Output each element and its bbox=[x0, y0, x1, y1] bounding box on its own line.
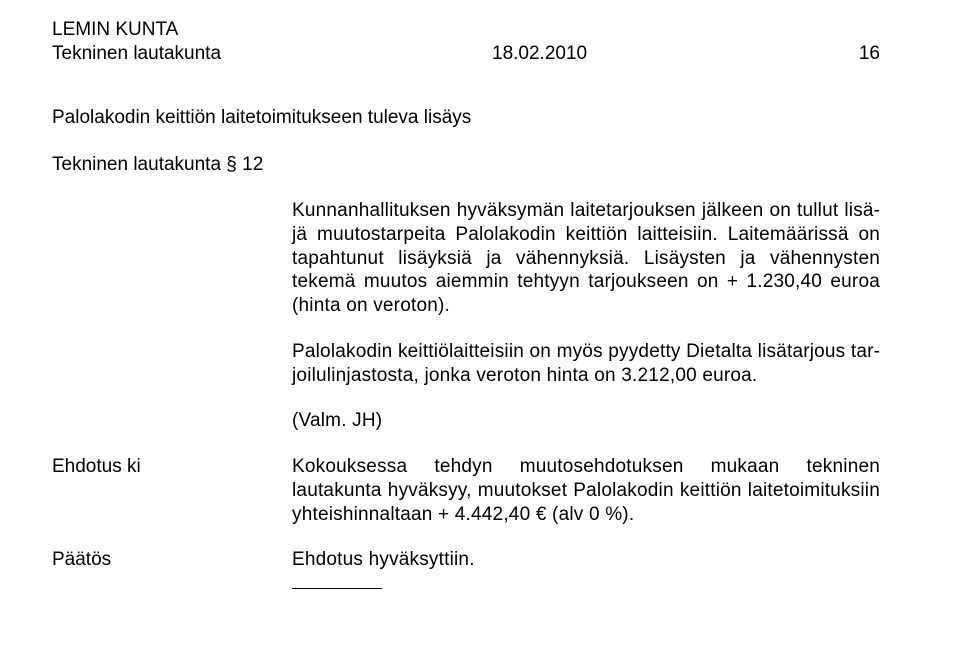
decision-label: Päätös bbox=[52, 548, 292, 596]
decision-block: Ehdotus hyväksyttiin. bbox=[292, 548, 880, 596]
document-page: LEMIN KUNTA Tekninen lautakunta 18.02.20… bbox=[0, 0, 960, 668]
body-text: Kunnanhallituksen hyväksymän laitetarjou… bbox=[292, 199, 880, 433]
proposal-label: Ehdotus ki bbox=[52, 455, 292, 526]
proposal-row: Ehdotus ki Kokouksessa tehdyn muutosehdo… bbox=[52, 455, 880, 526]
page-number: 16 bbox=[722, 42, 880, 66]
paragraph-1: Kunnanhallituksen hyväksymän laitetarjou… bbox=[292, 199, 880, 318]
section-reference: Tekninen lautakunta § 12 bbox=[52, 153, 880, 177]
org-name: LEMIN KUNTA bbox=[52, 18, 492, 42]
signature-line bbox=[292, 588, 382, 589]
decision-row: Päätös Ehdotus hyväksyttiin. bbox=[52, 548, 880, 596]
meeting-date: 18.02.2010 bbox=[492, 42, 722, 66]
board-name: Tekninen lautakunta bbox=[52, 42, 492, 66]
decision-text: Ehdotus hyväksyttiin. bbox=[292, 548, 880, 572]
document-title: Palolakodin keittiön laitetoimitukseen t… bbox=[52, 106, 880, 130]
header-line-2: Tekninen lautakunta 18.02.2010 16 bbox=[52, 42, 880, 66]
paragraph-3: (Valm. JH) bbox=[292, 409, 880, 433]
proposal-text: Kokouksessa tehdyn muutosehdotuksen muka… bbox=[292, 455, 880, 526]
paragraph-2: Palolakodin keittiölaitteisiin on myös p… bbox=[292, 340, 880, 388]
header-line-1: LEMIN KUNTA bbox=[52, 18, 880, 42]
